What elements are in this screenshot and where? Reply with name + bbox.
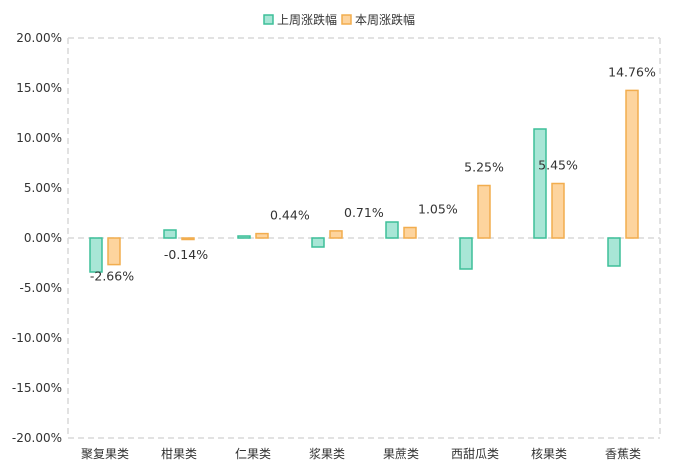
bar-this-week — [477, 184, 491, 239]
bar-last-week — [607, 237, 621, 267]
y-tick-label: -10.00% — [12, 331, 62, 345]
bar-this-week — [625, 89, 639, 239]
data-label: 14.76% — [608, 64, 656, 79]
y-tick-label: -15.00% — [12, 381, 62, 395]
data-label: 5.25% — [464, 160, 504, 175]
bar-last-week — [311, 237, 325, 248]
data-label: 5.45% — [538, 158, 578, 173]
bar-last-week — [163, 229, 177, 239]
axes: 20.00% 15.00% 10.00% 5.00% 0.00% -5.00% -10.00… — [12, 31, 661, 461]
bar-this-week — [329, 230, 343, 239]
bar-last-week — [385, 221, 399, 239]
legend-swatch-last-week — [263, 14, 274, 25]
x-tick-label: 核果类 — [531, 447, 567, 461]
y-tick-label: -20.00% — [12, 431, 62, 445]
bar-this-week — [403, 226, 417, 239]
legend-label-last-week: 上周涨跌幅 — [277, 12, 337, 27]
x-tick-label: 柑果类 — [161, 446, 197, 461]
y-tick-label: 10.00% — [16, 131, 62, 145]
bar-this-week — [181, 237, 195, 241]
data-label: -2.66% — [90, 269, 134, 284]
bar-last-week — [533, 128, 547, 239]
data-label: 0.44% — [270, 208, 310, 223]
x-tick-label: 仁果类 — [235, 447, 271, 461]
legend-swatch-this-week — [341, 14, 352, 25]
bar-last-week — [459, 237, 473, 270]
y-tick-label: 20.00% — [16, 31, 62, 45]
bar-this-week — [107, 237, 121, 266]
y-tick-label: -5.00% — [20, 281, 62, 295]
x-tick-label: 西甜瓜类 — [451, 447, 499, 461]
y-tick-label: 0.00% — [24, 231, 62, 245]
x-tick-label: 香蕉类 — [605, 447, 641, 461]
y-tick-label: 5.00% — [24, 181, 62, 195]
legend-label-this-week: 本周涨跌幅 — [355, 12, 415, 27]
data-labels: -2.66% -0.14% 0.44% 0.71% 1.05% 5.25% 5.45% 14.… — [90, 64, 656, 283]
bars — [89, 89, 639, 273]
y-tick-label: 15.00% — [16, 81, 62, 95]
bar-last-week — [237, 235, 251, 239]
bar-this-week — [551, 182, 565, 239]
bar-this-week — [255, 232, 269, 239]
legend: 上周涨跌幅 本周涨跌幅 — [263, 12, 415, 27]
x-tick-label: 聚复果类 — [81, 447, 129, 461]
data-label: 1.05% — [418, 202, 458, 217]
data-label: -0.14% — [164, 247, 208, 262]
data-label: 0.71% — [344, 205, 384, 220]
x-tick-label: 浆果类 — [309, 446, 345, 461]
x-tick-label: 果蔗类 — [383, 447, 419, 461]
bar-last-week — [89, 237, 103, 273]
